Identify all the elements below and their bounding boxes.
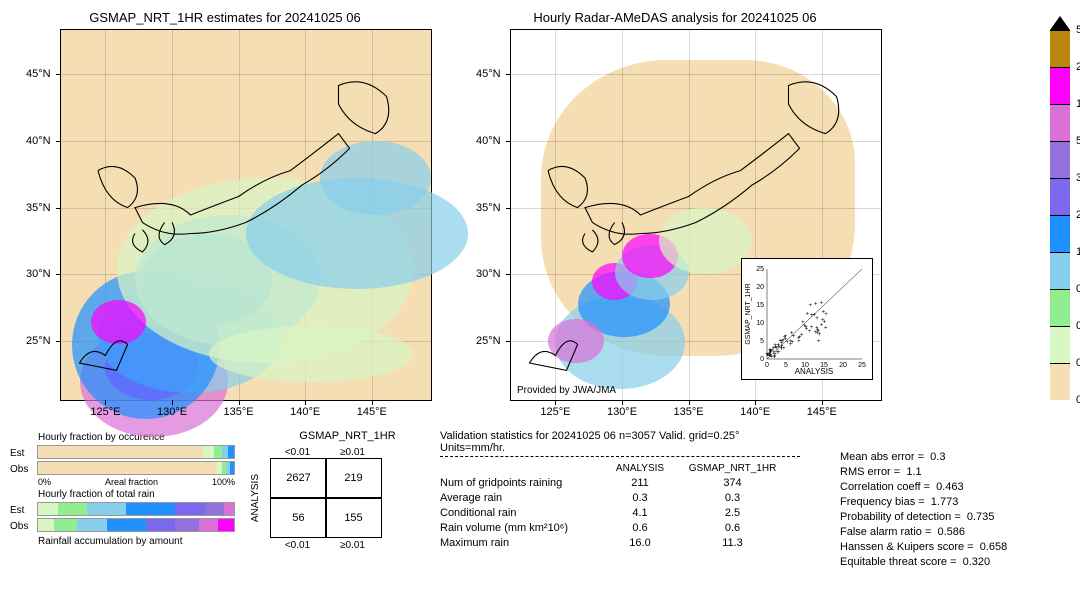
colorbar-seg (1050, 252, 1070, 289)
colorbar-label: 10 (1076, 98, 1080, 110)
colorbar: 50251053210.50.0100 (1050, 30, 1070, 400)
svg-text:+: + (798, 335, 802, 341)
colorbar-label: 2 (1076, 209, 1080, 221)
svg-text:+: + (814, 302, 818, 308)
coastline-japan (61, 30, 431, 400)
svg-text:5: 5 (784, 362, 788, 369)
svg-text:15: 15 (756, 302, 764, 309)
svg-text:+: + (777, 345, 781, 351)
svg-text:+: + (790, 340, 794, 346)
scatter-inset: ++++++++++++++++++++++++++++++++++++++++… (741, 258, 873, 380)
val-row: Average rain0.30.3 (440, 492, 800, 504)
val-row: Conditional rain4.12.5 (440, 507, 800, 519)
tot-bar-obs (37, 518, 235, 532)
cont-cell-11: 155 (325, 498, 382, 538)
cont-cell-10: 56 (270, 498, 327, 538)
radar-title: Hourly Radar-AMeDAS analysis for 2024102… (460, 10, 890, 25)
gsmap-title: GSMAP_NRT_1HR estimates for 20241025 06 (10, 10, 440, 25)
colorbar-seg (1050, 141, 1070, 178)
stats-row: Hanssen & Kuipers score = 0.658 (840, 541, 1007, 553)
svg-text:20: 20 (756, 284, 764, 291)
colorbar-label: 0 (1076, 357, 1080, 369)
svg-text:25: 25 (858, 362, 866, 369)
val-row: Num of gridpoints raining211374 (440, 477, 800, 489)
fraction-bars: Hourly fraction by occurence Est Obs 0%A… (10, 430, 235, 571)
cont-cell-01: 219 (325, 458, 382, 498)
val-row: Maximum rain16.011.3 (440, 537, 800, 549)
svg-text:+: + (824, 312, 828, 318)
colorbar-label: 25 (1076, 61, 1080, 73)
tot-bar-est (37, 502, 235, 516)
colorbar-seg (1050, 104, 1070, 141)
radar-map: Provided by JWA/JMA ++++++++++++++++++++… (510, 29, 882, 401)
stats-row: Equitable threat score = 0.320 (840, 556, 1007, 568)
svg-text:0: 0 (760, 356, 764, 363)
svg-text:5: 5 (760, 338, 764, 345)
tot-title: Hourly fraction of total rain (38, 489, 235, 500)
provider-text: Provided by JWA/JMA (517, 385, 616, 396)
occ-bar-obs (37, 461, 235, 475)
acc-title: Rainfall accumulation by amount (38, 536, 235, 547)
stats-row: RMS error = 1.1 (840, 466, 1007, 478)
svg-text:+: + (780, 339, 784, 345)
colorbar-label: 0.5 (1076, 283, 1080, 295)
colorbar-arrow-icon (1050, 16, 1070, 30)
svg-text:+: + (815, 316, 819, 322)
occ-bar-est (37, 445, 235, 459)
cont-cell-00: 2627 (270, 458, 327, 498)
svg-text:+: + (786, 340, 790, 346)
colorbar-seg (1050, 30, 1070, 67)
colorbar-label: 0.01 (1076, 320, 1080, 332)
colorbar-label: 1 (1076, 246, 1080, 258)
svg-text:+: + (805, 312, 809, 318)
gsmap-map: 45°N 40°N 35°N 30°N 25°N 125°E 130°E 135… (60, 29, 432, 401)
svg-text:+: + (766, 353, 770, 359)
colorbar-seg (1050, 363, 1070, 400)
svg-text:+: + (824, 326, 828, 332)
svg-text:20: 20 (839, 362, 847, 369)
colorbar-label: 3 (1076, 172, 1080, 184)
svg-text:+: + (790, 331, 794, 337)
svg-text:+: + (801, 320, 805, 326)
colorbar-seg (1050, 289, 1070, 326)
stats-row: Probability of detection = 0.735 (840, 511, 1007, 523)
svg-text:+: + (782, 346, 786, 352)
radar-map-panel: Hourly Radar-AMeDAS analysis for 2024102… (460, 10, 890, 410)
svg-text:+: + (815, 325, 819, 331)
colorbar-label: 5 (1076, 135, 1080, 147)
val-row: Rain volume (mm km²10⁶)0.60.6 (440, 522, 800, 534)
svg-text:+: + (817, 339, 821, 345)
colorbar-seg (1050, 178, 1070, 215)
svg-text:+: + (820, 300, 824, 306)
colorbar-seg (1050, 215, 1070, 252)
svg-text:15: 15 (820, 362, 828, 369)
contingency-table: GSMAP_NRT_1HR <0.01 ≥0.01 ANALYSIS 2627 … (250, 430, 425, 571)
val-header: Validation statistics for 20241025 06 n=… (440, 430, 800, 457)
colorbar-label: 50 (1076, 24, 1080, 36)
validation-stats: Validation statistics for 20241025 06 n=… (440, 430, 1070, 571)
stats-row: False alarm ratio = 0.586 (840, 526, 1007, 538)
svg-text:+: + (809, 303, 813, 309)
gsmap-map-panel: GSMAP_NRT_1HR estimates for 20241025 06 (10, 10, 440, 410)
stats-row: Frequency bias = 1.773 (840, 496, 1007, 508)
svg-text:10: 10 (801, 362, 809, 369)
svg-text:+: + (768, 347, 772, 353)
svg-text:0: 0 (765, 362, 769, 369)
stats-row: Correlation coeff = 0.463 (840, 481, 1007, 493)
colorbar-seg (1050, 67, 1070, 104)
stats-column: Mean abs error = 0.3 RMS error = 1.1 Corre… (840, 448, 1007, 571)
svg-text:25: 25 (756, 266, 764, 273)
svg-text:10: 10 (756, 320, 764, 327)
scatter-ylabel: GSMAP_NRT_1HR (745, 283, 752, 344)
stats-row: Mean abs error = 0.3 (840, 451, 1007, 463)
svg-text:+: + (807, 329, 811, 335)
colorbar-seg (1050, 326, 1070, 363)
